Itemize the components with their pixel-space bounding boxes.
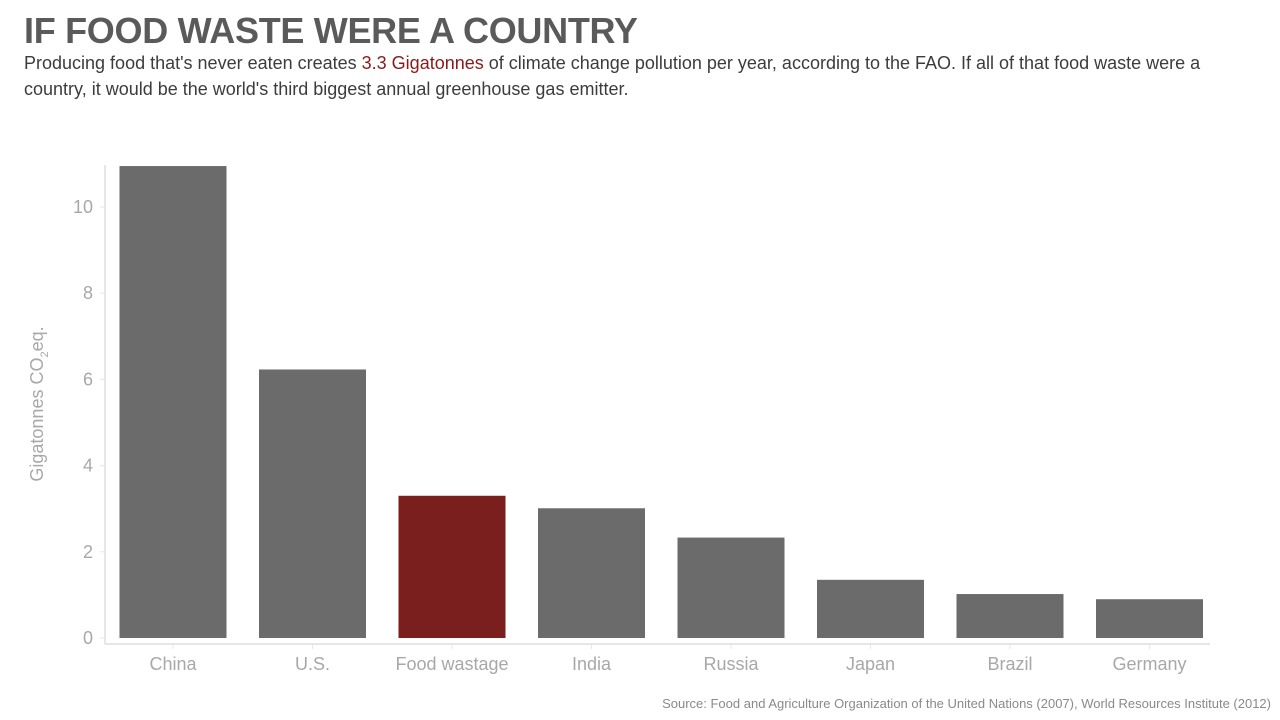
y-tick-label: 4 — [83, 456, 93, 476]
x-tick-label: Russia — [703, 654, 759, 674]
bar-brazil — [956, 594, 1064, 638]
y-tick-label: 2 — [83, 542, 93, 562]
bar-food-wastage — [398, 495, 506, 638]
x-tick-label: U.S. — [295, 654, 330, 674]
subtitle-text-end: of climate change pollution per year, ac… — [24, 53, 1201, 99]
x-tick-label: Germany — [1112, 654, 1186, 674]
chart-title: IF FOOD WASTE WERE A COUNTRY — [24, 10, 638, 51]
y-tick-label: 10 — [73, 197, 93, 217]
x-tick-label: Food wastage — [395, 654, 508, 674]
bar-germany — [1096, 599, 1203, 638]
chart-subtitle: Producing food that's never eaten create… — [24, 50, 1224, 102]
x-tick-label: China — [149, 654, 197, 674]
subtitle-text-start: Producing food that's never eaten create… — [24, 53, 362, 73]
y-axis-label: Gigatonnes CO2eq. — [27, 326, 51, 481]
bar-japan — [817, 579, 924, 638]
bar-china — [119, 166, 227, 638]
subtitle-highlight: 3.3 Gigatonnes — [361, 53, 484, 73]
x-tick-label: Japan — [846, 654, 895, 674]
bar-india — [538, 508, 645, 638]
x-tick-label: India — [572, 654, 612, 674]
x-tick-label: Brazil — [987, 654, 1032, 674]
bar-russia — [677, 537, 785, 638]
y-tick-label: 0 — [83, 628, 93, 648]
y-tick-label: 6 — [83, 369, 93, 389]
y-tick-label: 8 — [83, 283, 93, 303]
bar-u-s — [259, 369, 366, 638]
source-note: Source: Food and Agriculture Organizatio… — [662, 696, 1271, 711]
